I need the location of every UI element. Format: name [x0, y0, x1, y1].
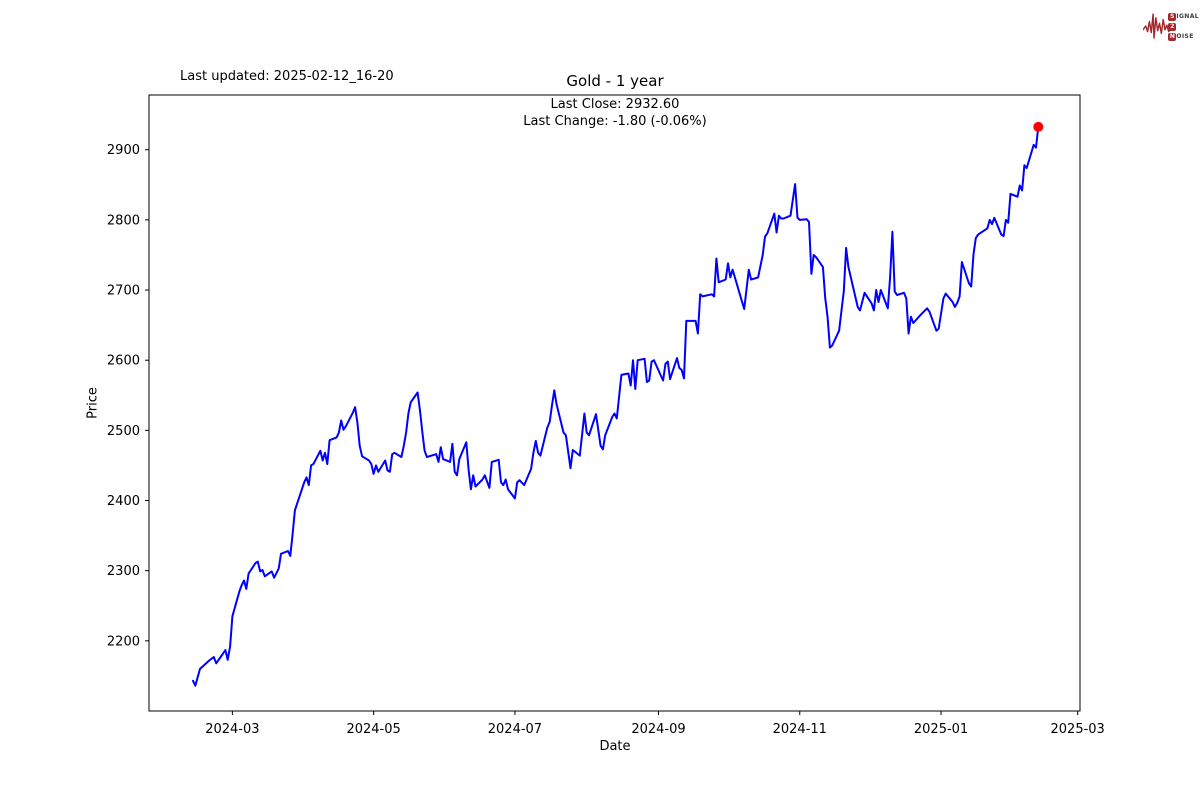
logo-word-oise: OISE [1176, 33, 1194, 40]
y-tick-label: 2500 [107, 424, 140, 439]
waveform-icon [1143, 13, 1173, 39]
x-tick-label: 2024-07 [488, 722, 542, 737]
x-tick-label: 2024-09 [631, 722, 685, 737]
x-tick-label: 2025-03 [1051, 722, 1105, 737]
last-point-marker [1033, 121, 1044, 132]
x-tick-label: 2024-11 [773, 722, 827, 737]
x-tick-label: 2025-01 [914, 722, 968, 737]
chart-subtitle: Last Close: 2932.60 Last Change: -1.80 (… [149, 97, 1081, 130]
y-tick-label: 2900 [107, 143, 140, 158]
last-updated-text: Last updated: 2025-02-12_16-20 [180, 69, 394, 84]
chart-title: Gold - 1 year [566, 72, 664, 90]
logo-badge-s: S [1168, 13, 1177, 21]
axes-frame [148, 94, 1081, 712]
logo-word-ignal: IGNAL [1176, 13, 1199, 20]
y-tick-label: 2700 [107, 284, 140, 299]
x-tick-label: 2024-03 [205, 722, 259, 737]
y-tick-label: 2400 [107, 494, 140, 509]
y-tick-label: 2600 [107, 354, 140, 369]
y-tick-label: 2300 [107, 564, 140, 579]
x-axis-label: Date [599, 739, 631, 754]
x-tick-label: 2024-05 [346, 722, 400, 737]
y-tick-label: 2800 [107, 213, 140, 228]
logo-badge-n: N [1168, 33, 1177, 41]
price-line [192, 125, 1040, 687]
last-change-text: Last Change: -1.80 (-0.06%) [523, 113, 707, 129]
y-axis-label: Price [85, 387, 101, 419]
last-close-text: Last Close: 2932.60 [550, 97, 680, 112]
logo-badge-2: 2 [1168, 23, 1177, 31]
y-tick-label: 2200 [107, 634, 140, 649]
signal2noise-logo: S IGNAL 2 N OISE [1143, 4, 1199, 50]
